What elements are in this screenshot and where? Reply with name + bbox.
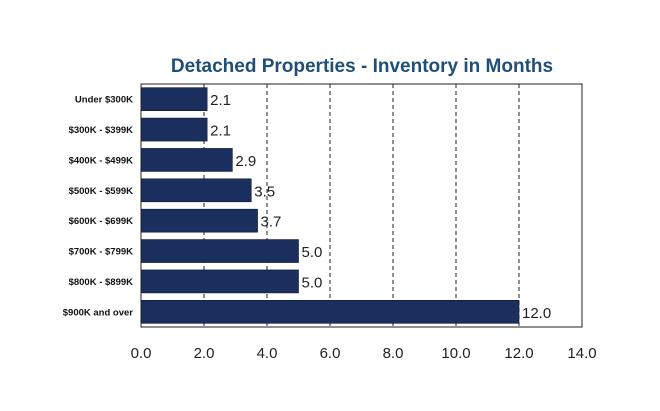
x-tick-label: 14.0 [567, 345, 596, 362]
x-tick-label: 4.0 [257, 345, 278, 362]
x-tick-label: 12.0 [504, 345, 533, 362]
bar [140, 148, 233, 172]
plot-frame [140, 83, 583, 328]
data-label: 2.9 [235, 153, 256, 170]
data-label: 5.0 [302, 244, 323, 261]
data-label: 2.1 [210, 92, 231, 109]
data-label: 3.7 [261, 214, 282, 231]
bar [140, 239, 299, 263]
x-tick-label: 0.0 [131, 345, 152, 362]
category-labels: Under $300K $300K - $399K $400K - $499K $50… [63, 95, 134, 319]
data-label: 3.5 [254, 183, 275, 200]
bars-group: 2.12.12.93.53.75.05.012.0 [140, 87, 551, 324]
bar [140, 117, 208, 142]
category-label: $800K - $899K [69, 277, 134, 288]
x-tick-label: 8.0 [383, 345, 404, 362]
category-label: $400K - $499K [69, 155, 134, 166]
grid-lines [203, 84, 520, 327]
x-tick-labels: 0.0 2.0 4.0 6.0 8.0 10.0 12.0 14.0 [131, 345, 597, 362]
x-tick-label: 6.0 [320, 345, 341, 362]
category-label: $900K and over [63, 307, 134, 318]
data-label: 12.0 [522, 305, 551, 322]
category-label: $700K - $799K [69, 247, 134, 258]
bar [140, 269, 299, 294]
category-label: $600K - $699K [69, 216, 134, 227]
category-label: $500K - $599K [69, 186, 134, 197]
bar [140, 300, 520, 324]
x-tick-label: 2.0 [194, 345, 215, 362]
bar [140, 208, 258, 233]
data-label: 2.1 [210, 123, 231, 140]
x-tick-label: 10.0 [441, 345, 470, 362]
data-label: 5.0 [302, 274, 323, 291]
category-label: Under $300K [75, 95, 133, 106]
category-label: $300K - $399K [69, 125, 134, 136]
bar [140, 178, 252, 203]
chart-title: Detached Properties - Inventory in Month… [171, 56, 553, 77]
bar [140, 87, 208, 111]
